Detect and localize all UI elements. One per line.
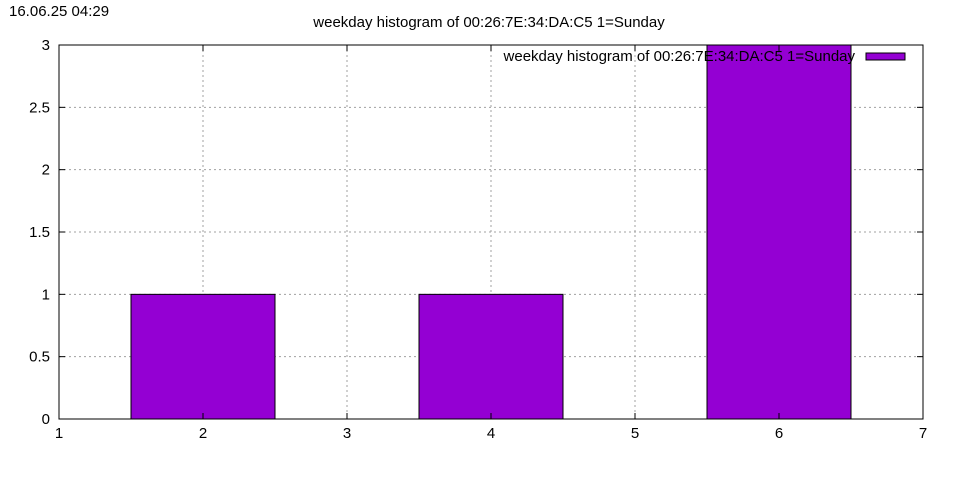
x-tick-label: 7 bbox=[919, 425, 927, 442]
y-tick-label: 0.5 bbox=[29, 349, 50, 366]
x-tick-label: 6 bbox=[775, 425, 783, 442]
y-tick-label: 2 bbox=[42, 162, 50, 179]
bar-day-2 bbox=[130, 293, 276, 420]
axis-ticks: 1 2 3 4 5 6 7 0 0.5 1 1.5 2 2.5 3 bbox=[29, 37, 927, 442]
y-tick-label: 2.5 bbox=[29, 99, 50, 116]
x-tick-label: 3 bbox=[343, 425, 351, 442]
timestamp: 16.06.25 04:29 bbox=[9, 3, 110, 20]
legend-label: weekday histogram of 00:26:7E:34:DA:C5 1… bbox=[503, 48, 856, 65]
bar-day-4 bbox=[418, 293, 564, 420]
legend-swatch bbox=[865, 52, 906, 61]
chart-title: weekday histogram of 00:26:7E:34:DA:C5 1… bbox=[312, 14, 665, 31]
x-tick-label: 1 bbox=[55, 425, 63, 442]
y-tick-label: 3 bbox=[42, 37, 50, 54]
x-tick-label: 5 bbox=[631, 425, 639, 442]
y-tick-label: 1.5 bbox=[29, 224, 50, 241]
x-tick-label: 4 bbox=[487, 425, 495, 442]
bar-day-6 bbox=[706, 44, 852, 420]
y-tick-label: 1 bbox=[42, 286, 50, 303]
x-tick-label: 2 bbox=[199, 425, 207, 442]
y-tick-label: 0 bbox=[42, 411, 50, 428]
legend: weekday histogram of 00:26:7E:34:DA:C5 1… bbox=[503, 48, 906, 65]
